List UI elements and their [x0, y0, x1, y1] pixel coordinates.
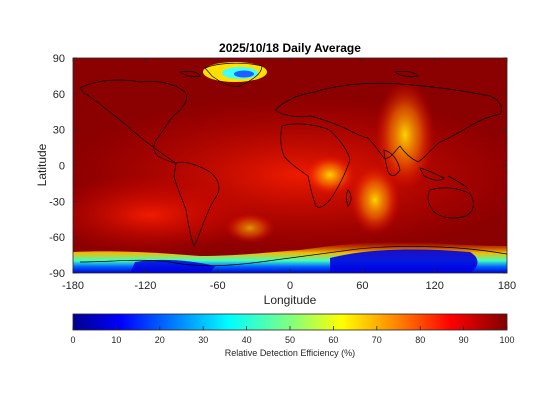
antarctica-low-region [130, 259, 215, 273]
greenland-low-region [234, 70, 254, 78]
colorbar-tick-label: 70 [372, 335, 382, 345]
yellow-region-asia [375, 80, 435, 190]
yellow-region-africa [305, 155, 355, 195]
colorbar-label: Relative Detection Efficiency (%) [225, 348, 355, 358]
map-title: 2025/10/18 Daily Average [219, 41, 361, 55]
red-region [73, 175, 260, 255]
colorbar-tick-label: 60 [328, 335, 338, 345]
yellow-region-south-atlantic [225, 213, 275, 243]
y-axis: 90 60 30 0 -30 -60 -90 [49, 53, 507, 280]
x-tick-label: 180 [498, 280, 516, 292]
x-tick-label: 0 [287, 280, 293, 292]
y-axis-label: Latitude [35, 143, 49, 186]
y-tick-label: -60 [49, 232, 65, 244]
x-axis-label: Longitude [264, 293, 317, 307]
y-tick-label: 0 [59, 161, 65, 173]
yellow-region-indian-ocean [350, 165, 400, 235]
colorbar-ticks: 0 10 20 30 40 50 60 70 80 90 100 [70, 326, 515, 345]
y-tick-label: 60 [53, 89, 65, 101]
colorbar-tick-label: 10 [111, 335, 121, 345]
colorbar-tick-label: 100 [499, 335, 514, 345]
y-tick-label: 90 [53, 53, 65, 65]
colorbar-tick-label: 0 [70, 335, 75, 345]
y-tick-label: -30 [49, 196, 65, 208]
colorbar-tick-label: 80 [415, 335, 425, 345]
x-tick-label: -120 [134, 280, 156, 292]
x-tick-label: -180 [62, 280, 84, 292]
colorbar-tick-label: 30 [198, 335, 208, 345]
coastlines [79, 62, 507, 267]
colorbar-tick-label: 20 [155, 335, 165, 345]
y-tick-label: 30 [53, 125, 65, 137]
x-tick-label: 120 [425, 280, 443, 292]
antarctica-low-region [330, 249, 478, 273]
map-plot-area [73, 58, 507, 273]
colorbar-tick-label: 90 [459, 335, 469, 345]
x-tick-label: -60 [210, 280, 226, 292]
x-axis: -180 -120 -60 0 60 120 180 [62, 58, 516, 292]
colorbar-tick-label: 40 [242, 335, 252, 345]
x-tick-label: 60 [356, 280, 368, 292]
y-tick-label: -90 [49, 268, 65, 280]
colorbar-tick-label: 50 [285, 335, 295, 345]
